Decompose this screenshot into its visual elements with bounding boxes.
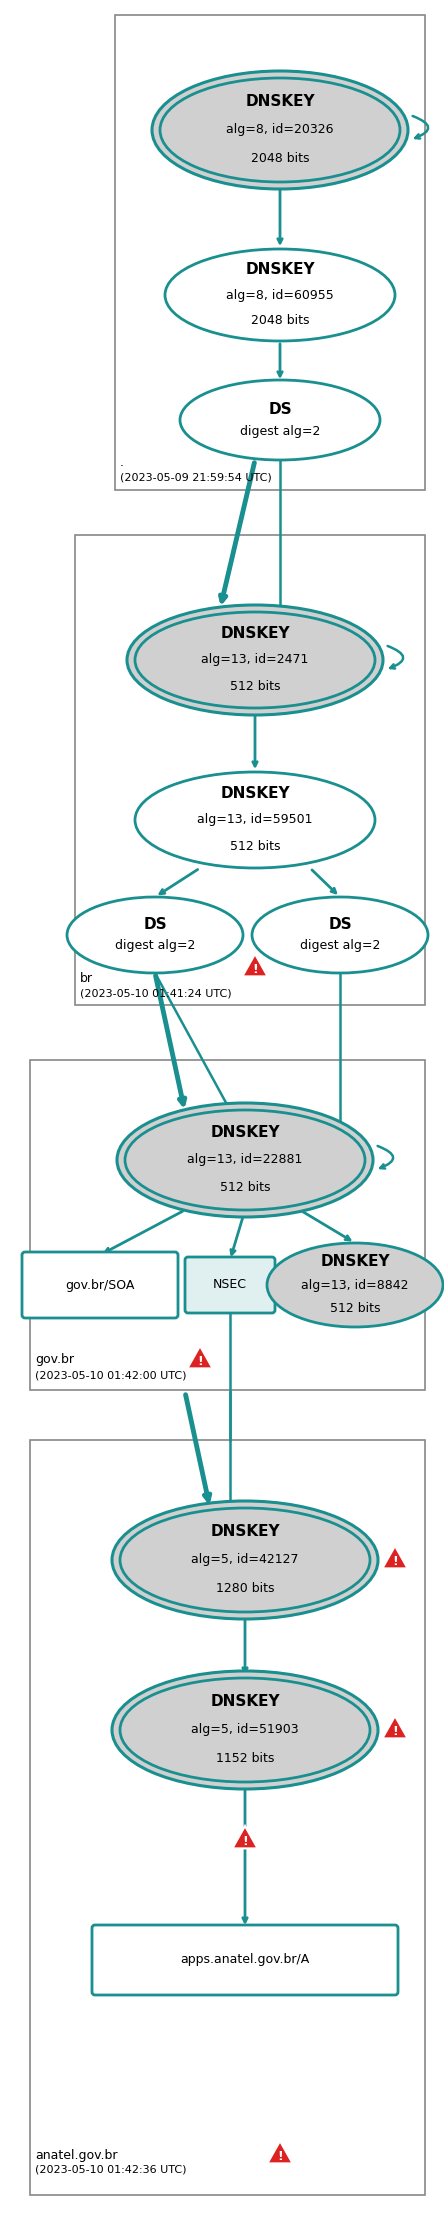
Polygon shape xyxy=(267,2141,293,2164)
Text: gov.br/SOA: gov.br/SOA xyxy=(65,1278,135,1291)
Text: anatel.gov.br: anatel.gov.br xyxy=(35,2148,118,2161)
Text: !: ! xyxy=(242,1835,248,1848)
Text: 512 bits: 512 bits xyxy=(230,841,280,852)
Text: digest alg=2: digest alg=2 xyxy=(240,424,320,437)
Ellipse shape xyxy=(125,1110,365,1209)
Polygon shape xyxy=(382,1547,408,1569)
Bar xyxy=(30,1061,425,1389)
Ellipse shape xyxy=(267,1243,443,1327)
Ellipse shape xyxy=(165,249,395,342)
Text: DNSKEY: DNSKEY xyxy=(245,262,315,277)
Text: DNSKEY: DNSKEY xyxy=(220,626,290,641)
Polygon shape xyxy=(242,954,268,976)
Text: 1152 bits: 1152 bits xyxy=(216,1753,274,1764)
Text: (2023-05-09 21:59:54 UTC): (2023-05-09 21:59:54 UTC) xyxy=(120,473,272,484)
Text: apps.anatel.gov.br/A: apps.anatel.gov.br/A xyxy=(180,1953,309,1966)
Text: DS: DS xyxy=(328,916,352,932)
Text: !: ! xyxy=(197,1356,203,1367)
Text: alg=13, id=59501: alg=13, id=59501 xyxy=(197,814,313,825)
Text: !: ! xyxy=(252,963,258,976)
Ellipse shape xyxy=(120,1678,370,1782)
Ellipse shape xyxy=(180,379,380,459)
Text: 1280 bits: 1280 bits xyxy=(216,1582,274,1595)
Ellipse shape xyxy=(112,1671,378,1789)
Text: alg=13, id=2471: alg=13, id=2471 xyxy=(201,655,309,666)
Text: digest alg=2: digest alg=2 xyxy=(115,939,195,952)
Text: DNSKEY: DNSKEY xyxy=(320,1254,390,1269)
Bar xyxy=(115,16,425,490)
Text: DNSKEY: DNSKEY xyxy=(210,1693,280,1709)
Text: (2023-05-10 01:42:36 UTC): (2023-05-10 01:42:36 UTC) xyxy=(35,2166,186,2175)
Text: gov.br: gov.br xyxy=(35,1354,74,1367)
Text: NSEC: NSEC xyxy=(213,1278,247,1291)
Ellipse shape xyxy=(117,1103,373,1216)
Text: DNSKEY: DNSKEY xyxy=(210,1524,280,1540)
Text: DS: DS xyxy=(143,916,167,932)
Ellipse shape xyxy=(112,1500,378,1620)
Polygon shape xyxy=(232,1826,258,1848)
Ellipse shape xyxy=(67,896,243,972)
Text: 512 bits: 512 bits xyxy=(230,679,280,692)
Text: 512 bits: 512 bits xyxy=(220,1181,270,1194)
Ellipse shape xyxy=(160,78,400,182)
Ellipse shape xyxy=(252,896,428,972)
Text: (2023-05-10 01:41:24 UTC): (2023-05-10 01:41:24 UTC) xyxy=(80,987,232,999)
Text: 2048 bits: 2048 bits xyxy=(251,153,309,164)
Text: !: ! xyxy=(392,1556,398,1569)
Text: .: . xyxy=(120,455,124,468)
Polygon shape xyxy=(382,1715,408,1737)
Ellipse shape xyxy=(135,772,375,868)
Ellipse shape xyxy=(127,606,383,715)
Text: DNSKEY: DNSKEY xyxy=(210,1125,280,1141)
Ellipse shape xyxy=(135,612,375,708)
Text: alg=5, id=42127: alg=5, id=42127 xyxy=(191,1553,299,1567)
FancyBboxPatch shape xyxy=(22,1252,178,1318)
Text: alg=8, id=60955: alg=8, id=60955 xyxy=(226,288,334,302)
Text: !: ! xyxy=(277,2150,283,2164)
Text: DS: DS xyxy=(268,402,292,417)
Text: alg=5, id=51903: alg=5, id=51903 xyxy=(191,1724,299,1737)
Text: DNSKEY: DNSKEY xyxy=(220,786,290,801)
Text: alg=13, id=8842: alg=13, id=8842 xyxy=(301,1278,409,1291)
Text: 2048 bits: 2048 bits xyxy=(251,313,309,326)
Text: 512 bits: 512 bits xyxy=(330,1303,380,1314)
FancyBboxPatch shape xyxy=(185,1256,275,1314)
FancyBboxPatch shape xyxy=(92,1926,398,1995)
Text: br: br xyxy=(80,972,93,985)
Text: digest alg=2: digest alg=2 xyxy=(300,939,380,952)
Bar xyxy=(75,535,425,1005)
Text: (2023-05-10 01:42:00 UTC): (2023-05-10 01:42:00 UTC) xyxy=(35,1369,186,1380)
Bar xyxy=(30,1440,425,2195)
Polygon shape xyxy=(187,1347,213,1369)
Text: alg=8, id=20326: alg=8, id=20326 xyxy=(226,124,334,138)
Text: DNSKEY: DNSKEY xyxy=(245,93,315,109)
Ellipse shape xyxy=(120,1509,370,1611)
Text: alg=13, id=22881: alg=13, id=22881 xyxy=(187,1154,303,1167)
Text: !: ! xyxy=(392,1724,398,1737)
Ellipse shape xyxy=(152,71,408,189)
